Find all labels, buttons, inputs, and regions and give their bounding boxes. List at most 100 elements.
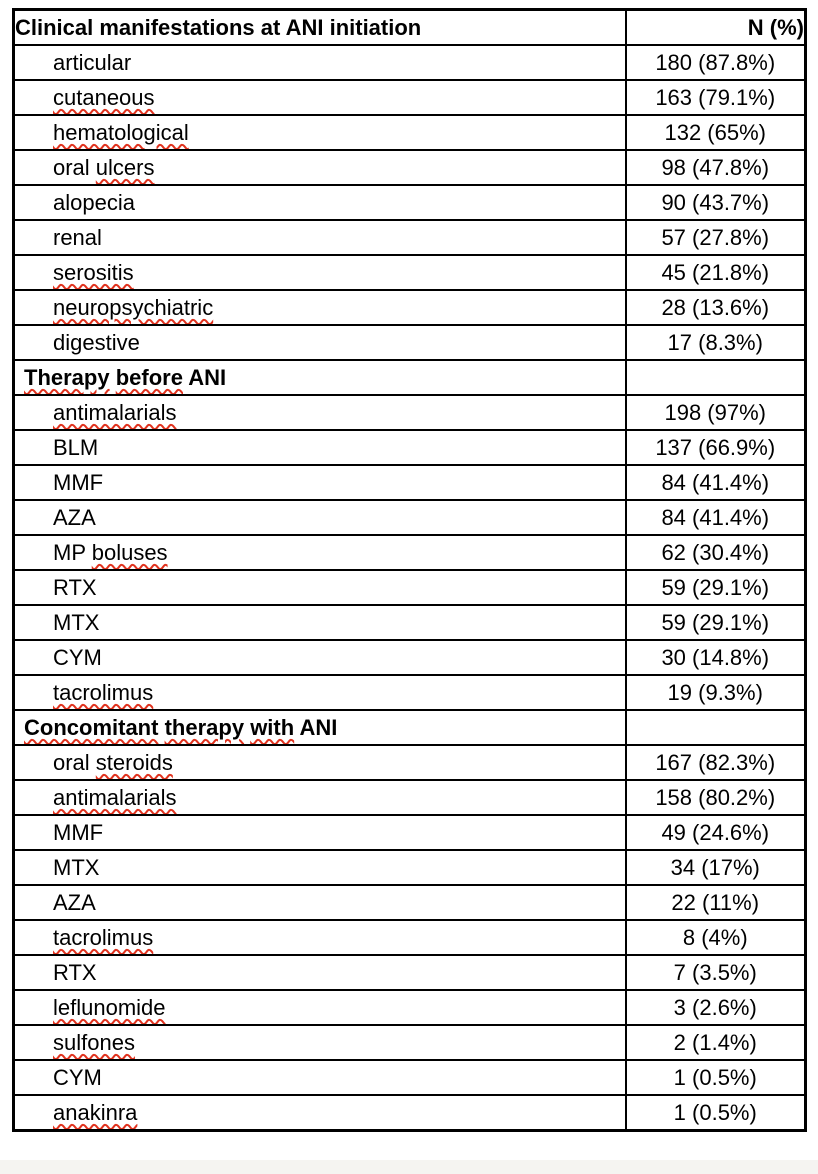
table-row: MTX 34 (17%) [12,849,807,886]
row-value-cell: 45 (21.8%) [624,254,807,291]
table-row: AZA 22 (11%) [12,884,807,921]
table-row: anakinra 1 (0.5%) [12,1094,807,1132]
table-row: tacrolimus 8 (4%) [12,919,807,956]
row-label-cell: sulfones [12,1024,627,1061]
row-label-cell: MTX [12,849,627,886]
misspelled-word: ulcers [95,154,155,180]
row-label-cell: tacrolimus [12,674,627,711]
row-value-cell: 7 (3.5%) [624,954,807,991]
misspelled-word: anakinra [53,1099,138,1125]
word: RTX [53,959,97,985]
word: MMF [53,819,104,845]
row-value-cell: 180 (87.8%) [624,44,807,81]
word: MP [53,539,92,565]
row-value-cell [624,359,807,396]
row-value-cell: 59 (29.1%) [624,569,807,606]
table-header-label: Clinical manifestations at ANI initiatio… [12,8,627,46]
table-row: oral steroids 167 (82.3%) [12,744,807,781]
table-row: MTX 59 (29.1%) [12,604,807,641]
row-label-cell: serositis [12,254,627,291]
table-row: CYM 1 (0.5%) [12,1059,807,1096]
word: renal [53,224,102,250]
row-label-cell: AZA [12,884,627,921]
word: MTX [53,854,100,880]
misspelled-word: hematological [53,119,189,145]
row-label-cell: antimalarials [12,779,627,816]
row-value-cell: 22 (11%) [624,884,807,921]
row-value-cell: 137 (66.9%) [624,429,807,466]
row-label-cell: AZA [12,499,627,536]
misspelled-word: tacrolimus [53,924,154,950]
row-value-cell: 30 (14.8%) [624,639,807,676]
row-label-cell: Concomitant therapy with ANI [12,709,627,746]
row-label-cell: hematological [12,114,627,151]
row-value-cell: 84 (41.4%) [624,464,807,501]
row-label-cell: antimalarials [12,394,627,431]
table-row: MMF 84 (41.4%) [12,464,807,501]
row-value-cell: 57 (27.8%) [624,219,807,256]
row-label-cell: MMF [12,814,627,851]
row-value-cell: 90 (43.7%) [624,184,807,221]
row-value-cell: 167 (82.3%) [624,744,807,781]
row-label-cell: RTX [12,569,627,606]
row-value-cell: 132 (65%) [624,114,807,151]
row-value-cell: 198 (97%) [624,394,807,431]
table-row: MMF 49 (24.6%) [12,814,807,851]
table-header-value: N (%) [624,8,807,46]
table-row: antimalarials 158 (80.2%) [12,779,807,816]
table-body: articular 180 (87.8%) cutaneous 163 (79.1%)… [12,44,807,1132]
row-label-cell: oral ulcers [12,149,627,186]
row-value-cell: 17 (8.3%) [624,324,807,361]
section-row: Concomitant therapy with ANI [12,709,807,746]
table-row: oral ulcers 98 (47.8%) [12,149,807,186]
row-value-cell: 28 (13.6%) [624,289,807,326]
word: oral [53,154,96,180]
row-label-cell: neuropsychiatric [12,289,627,326]
table-row: leflunomide 3 (2.6%) [12,989,807,1026]
word: ANI [294,714,338,740]
table-row: sulfones 2 (1.4%) [12,1024,807,1061]
table-row: RTX 7 (3.5%) [12,954,807,991]
row-value-cell: 163 (79.1%) [624,79,807,116]
misspelled-word: serositis [53,259,134,285]
word: CYM [53,644,102,670]
table-row: tacrolimus 19 (9.3%) [12,674,807,711]
page-edge [0,1160,818,1174]
row-value-cell: 98 (47.8%) [624,149,807,186]
table-row: BLM 137 (66.9%) [12,429,807,466]
misspelled-word: leflunomide [53,994,166,1020]
row-label-cell: leflunomide [12,989,627,1026]
word: BLM [53,434,99,460]
misspelled-word: steroids [95,749,173,775]
misspelled-word: antimalarials [53,784,177,810]
clinical-table: Clinical manifestations at ANI initiatio… [12,8,807,1132]
word: MTX [53,609,100,635]
misspelled-word: antimalarials [53,399,177,425]
row-label-cell: articular [12,44,627,81]
row-value-cell: 3 (2.6%) [624,989,807,1026]
table-header-row: Clinical manifestations at ANI initiatio… [12,8,807,46]
row-label-cell: CYM [12,639,627,676]
table-row: CYM 30 (14.8%) [12,639,807,676]
row-value-cell: 2 (1.4%) [624,1024,807,1061]
row-value-cell: 59 (29.1%) [624,604,807,641]
row-label-cell: tacrolimus [12,919,627,956]
word: ANI [182,364,227,390]
row-value-cell: 1 (0.5%) [624,1094,807,1132]
row-label-cell: Therapy before ANI [12,359,627,396]
table-row: antimalarials 198 (97%) [12,394,807,431]
table-row: AZA 84 (41.4%) [12,499,807,536]
word: CYM [53,1064,102,1090]
row-label-cell: MTX [12,604,627,641]
misspelled-word: before [115,364,183,390]
misspelled-word: sulfones [53,1029,135,1055]
word: articular [53,49,132,75]
row-label-cell: digestive [12,324,627,361]
row-label-cell: anakinra [12,1094,627,1132]
table-row: RTX 59 (29.1%) [12,569,807,606]
word: digestive [53,329,140,355]
misspelled-word: tacrolimus [53,679,154,705]
row-label-cell: oral steroids [12,744,627,781]
row-label-cell: MMF [12,464,627,501]
